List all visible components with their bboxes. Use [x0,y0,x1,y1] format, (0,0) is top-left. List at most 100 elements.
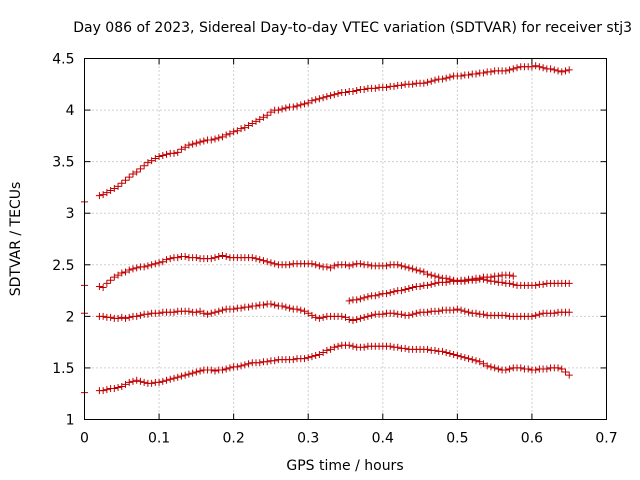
series-2 [81,252,573,291]
data-point [308,97,316,105]
data-point [211,367,219,375]
data-point [237,362,245,370]
data-point [99,283,107,291]
data-point [103,386,111,394]
data-point [356,260,364,268]
data-point [159,151,167,159]
data-point [412,266,420,274]
data-point [554,364,562,372]
data-point [468,356,476,364]
data-point [517,364,525,372]
data-point [532,62,540,70]
data-point [218,366,226,374]
data-point [226,364,234,372]
data-point [431,346,439,354]
data-point [297,101,305,109]
data-point [494,272,502,280]
data-point [375,291,383,299]
data-point [174,254,182,262]
data-point [397,310,405,318]
data-point [300,100,308,108]
data-point [129,265,137,273]
data-point [312,261,320,269]
data-point [532,311,540,319]
data-point [506,279,514,287]
data-point [487,273,495,281]
data-point [136,165,144,173]
data-point [163,256,171,264]
data-point [218,252,226,260]
data-point [565,371,573,379]
data-point [289,356,297,364]
data-point [207,366,215,374]
data-point [446,349,454,357]
data-point [144,262,152,270]
data-point [211,135,219,143]
data-point [148,261,156,269]
data-point [282,104,290,112]
data-point [155,152,163,160]
data-point [230,305,238,313]
data-point [174,373,182,381]
data-point [196,367,204,375]
data-point [218,133,226,141]
x-tick-label: 0.6 [521,431,543,447]
data-point [192,139,200,147]
x-tick-label: 0.4 [372,431,394,447]
data-point [431,272,439,280]
data-point [155,309,163,317]
data-point [95,192,103,200]
y-tick-label: 1 [66,413,75,429]
data-point [196,307,204,315]
data-point [315,95,323,103]
data-point [532,281,540,289]
data-point [133,376,141,384]
data-point [99,387,107,395]
data-point [118,269,126,277]
data-point [114,384,122,392]
data-point [461,307,469,315]
data-point [319,94,327,102]
data-point [274,106,282,114]
data-point [371,84,379,92]
data-point [163,150,171,158]
data-point [315,351,323,359]
data-point [170,374,178,382]
data-point [476,358,484,366]
data-point [304,354,312,362]
data-point [207,255,215,263]
data-point [394,261,402,269]
data-point [271,301,279,309]
data-point [207,136,215,144]
data-point [483,362,491,370]
data-point [226,130,234,138]
data-point [457,306,465,314]
data-point [200,309,208,317]
data-point [118,179,126,187]
data-point [506,365,514,373]
data-point [364,312,372,320]
data-point [144,159,152,167]
data-point [170,149,178,157]
data-point [107,313,115,321]
data-point [330,262,338,270]
data-point [259,301,267,309]
data-point [140,162,148,170]
y-tick-label: 2 [66,309,75,325]
data-point [252,302,260,310]
data-point [163,376,171,384]
data-point [122,380,130,388]
data-point [237,304,245,312]
data-point [479,360,487,368]
data-point [114,314,122,322]
data-point [241,361,249,369]
data-point [502,67,510,75]
data-point [271,357,279,365]
data-point [200,137,208,145]
data-point [397,81,405,89]
data-point [405,285,413,293]
data-point [461,354,469,362]
data-point [323,346,331,354]
x-axis-label: GPS time / hours [286,458,403,474]
